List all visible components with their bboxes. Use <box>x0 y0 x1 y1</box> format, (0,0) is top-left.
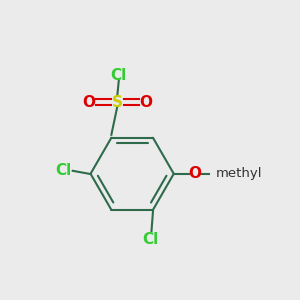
Text: S: S <box>112 94 123 110</box>
Text: O: O <box>82 94 96 110</box>
Text: Cl: Cl <box>56 163 72 178</box>
Text: Cl: Cl <box>142 232 158 247</box>
Text: Cl: Cl <box>111 68 127 83</box>
Text: methyl: methyl <box>215 167 262 180</box>
Text: O: O <box>188 166 201 181</box>
Text: O: O <box>139 94 152 110</box>
